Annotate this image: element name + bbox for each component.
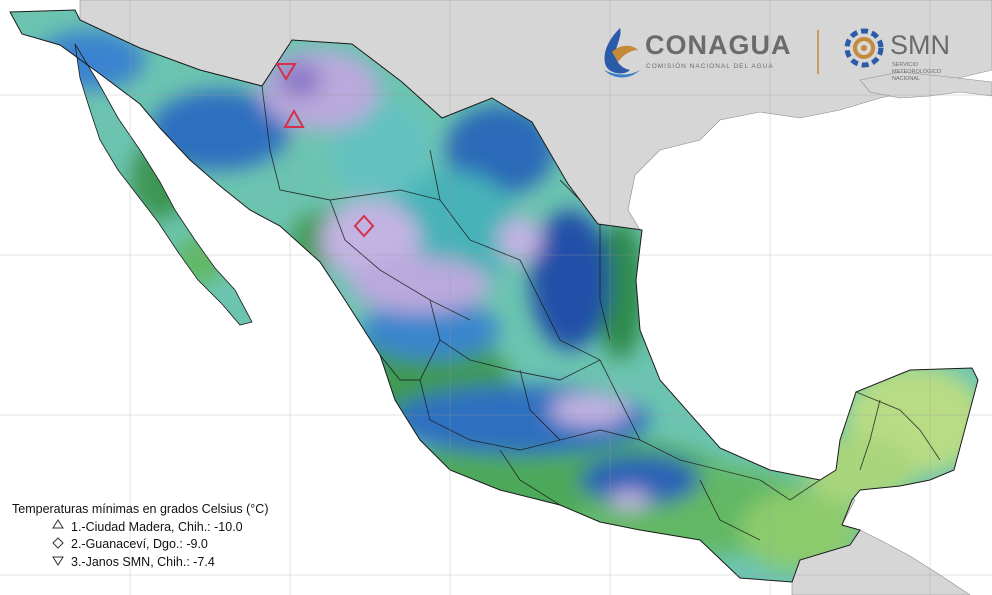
conagua-subtitle: COMISIÓN NACIONAL DEL AGUA xyxy=(646,61,774,70)
legend-triangle-up-icon xyxy=(52,519,64,529)
legend: Temperaturas mínimas en grados Celsius (… xyxy=(12,502,268,569)
legend-item-2: 2.-Guanaceví, Dgo.: -9.0 xyxy=(71,537,208,551)
smn-subtitle-2: METEOROLÓGICO xyxy=(892,68,942,75)
legend-diamond-icon xyxy=(52,537,64,549)
smn-logo: SMN SERVICIO METEOROLÓGICO NACIONAL xyxy=(844,28,950,82)
conagua-name: CONAGUA xyxy=(645,30,792,60)
station-markers xyxy=(275,63,375,238)
marker-ciudad-madera xyxy=(283,108,305,128)
smn-name: SMN xyxy=(890,30,950,60)
baja-outline xyxy=(74,43,253,326)
legend-title: Temperaturas mínimas en grados Celsius (… xyxy=(12,502,268,516)
legend-item-3: 3.-Janos SMN, Chih.: -7.4 xyxy=(71,555,215,569)
smn-sun-icon xyxy=(844,28,884,68)
conagua-drop-icon xyxy=(604,28,640,78)
marker-guanacevi xyxy=(353,214,375,238)
smn-subtitle-1: SERVICIO xyxy=(892,62,919,68)
marker-janos xyxy=(275,63,297,81)
smn-subtitle-3: NACIONAL xyxy=(892,76,920,82)
legend-item-1: 1.-Ciudad Madera, Chih.: -10.0 xyxy=(71,520,243,534)
conagua-logo: CONAGUA COMISIÓN NACIONAL DEL AGUA xyxy=(604,28,792,78)
legend-triangle-down-icon xyxy=(52,556,64,566)
